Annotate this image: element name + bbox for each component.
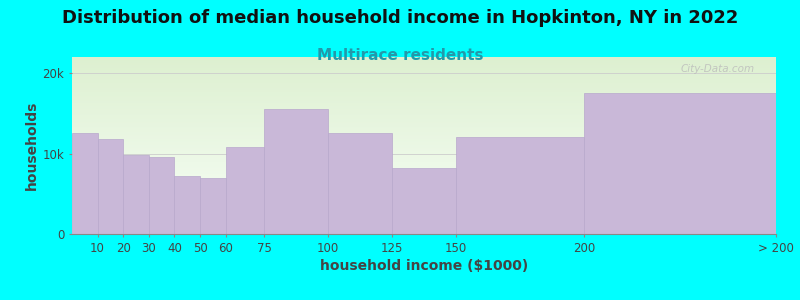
Bar [72,134,98,234]
Bar [98,139,123,234]
Bar [174,176,200,234]
Text: Distribution of median household income in Hopkinton, NY in 2022: Distribution of median household income … [62,9,738,27]
Bar [149,157,174,234]
Bar [328,134,392,234]
Bar [264,109,328,234]
Y-axis label: households: households [25,101,38,190]
Bar [392,168,456,234]
Text: City-Data.com: City-Data.com [681,64,755,74]
Bar [584,93,776,234]
Bar [200,178,226,234]
Bar [456,137,584,234]
Text: Multirace residents: Multirace residents [317,48,483,63]
Bar [123,155,149,234]
Bar [226,147,264,234]
X-axis label: household income ($1000): household income ($1000) [320,259,528,273]
